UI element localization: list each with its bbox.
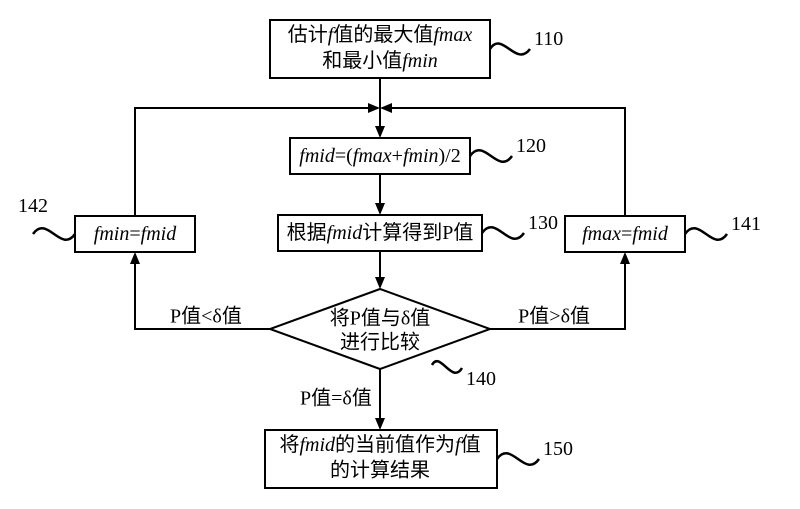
node-150-line1: 将fmid的当前值作为f值 [279,433,480,456]
ref-squiggle-150 [497,453,539,465]
ref-squiggle-142 [33,228,75,240]
ref-110: 110 [534,28,563,50]
node-142-text: fmin=fmid [94,223,177,245]
edge-label-lt: P值<δ值 [170,305,242,328]
node-110-line2: 和最小值fmin [322,49,438,72]
node-140-line1: 将P值与δ值 [330,307,431,330]
node-110-line1: 估计f值的最大值fmax [288,23,473,46]
node-130-text: 根据fmid计算得到P值 [287,221,474,244]
ref-squiggle-130 [482,227,524,239]
ref-141: 141 [731,213,761,235]
ref-150: 150 [543,438,573,460]
ref-130: 130 [528,212,558,234]
ref-squiggle-141 [685,228,727,240]
ref-squiggle-140 [432,361,462,373]
edge-label-gt: P值>δ值 [518,305,590,328]
node-150-line2: 的计算结果 [330,459,430,482]
ref-140: 140 [466,368,496,390]
ref-142: 142 [18,195,48,217]
node-140-line2: 进行比较 [340,331,420,354]
ref-squiggle-110 [490,44,530,55]
node-141-text: fmax=fmid [582,223,669,245]
node-120-text: fmid=(fmax+fmin)/2 [299,145,460,167]
edge-label-eq: P值=δ值 [300,387,372,410]
ref-squiggle-120 [470,150,512,162]
ref-120: 120 [516,135,546,157]
